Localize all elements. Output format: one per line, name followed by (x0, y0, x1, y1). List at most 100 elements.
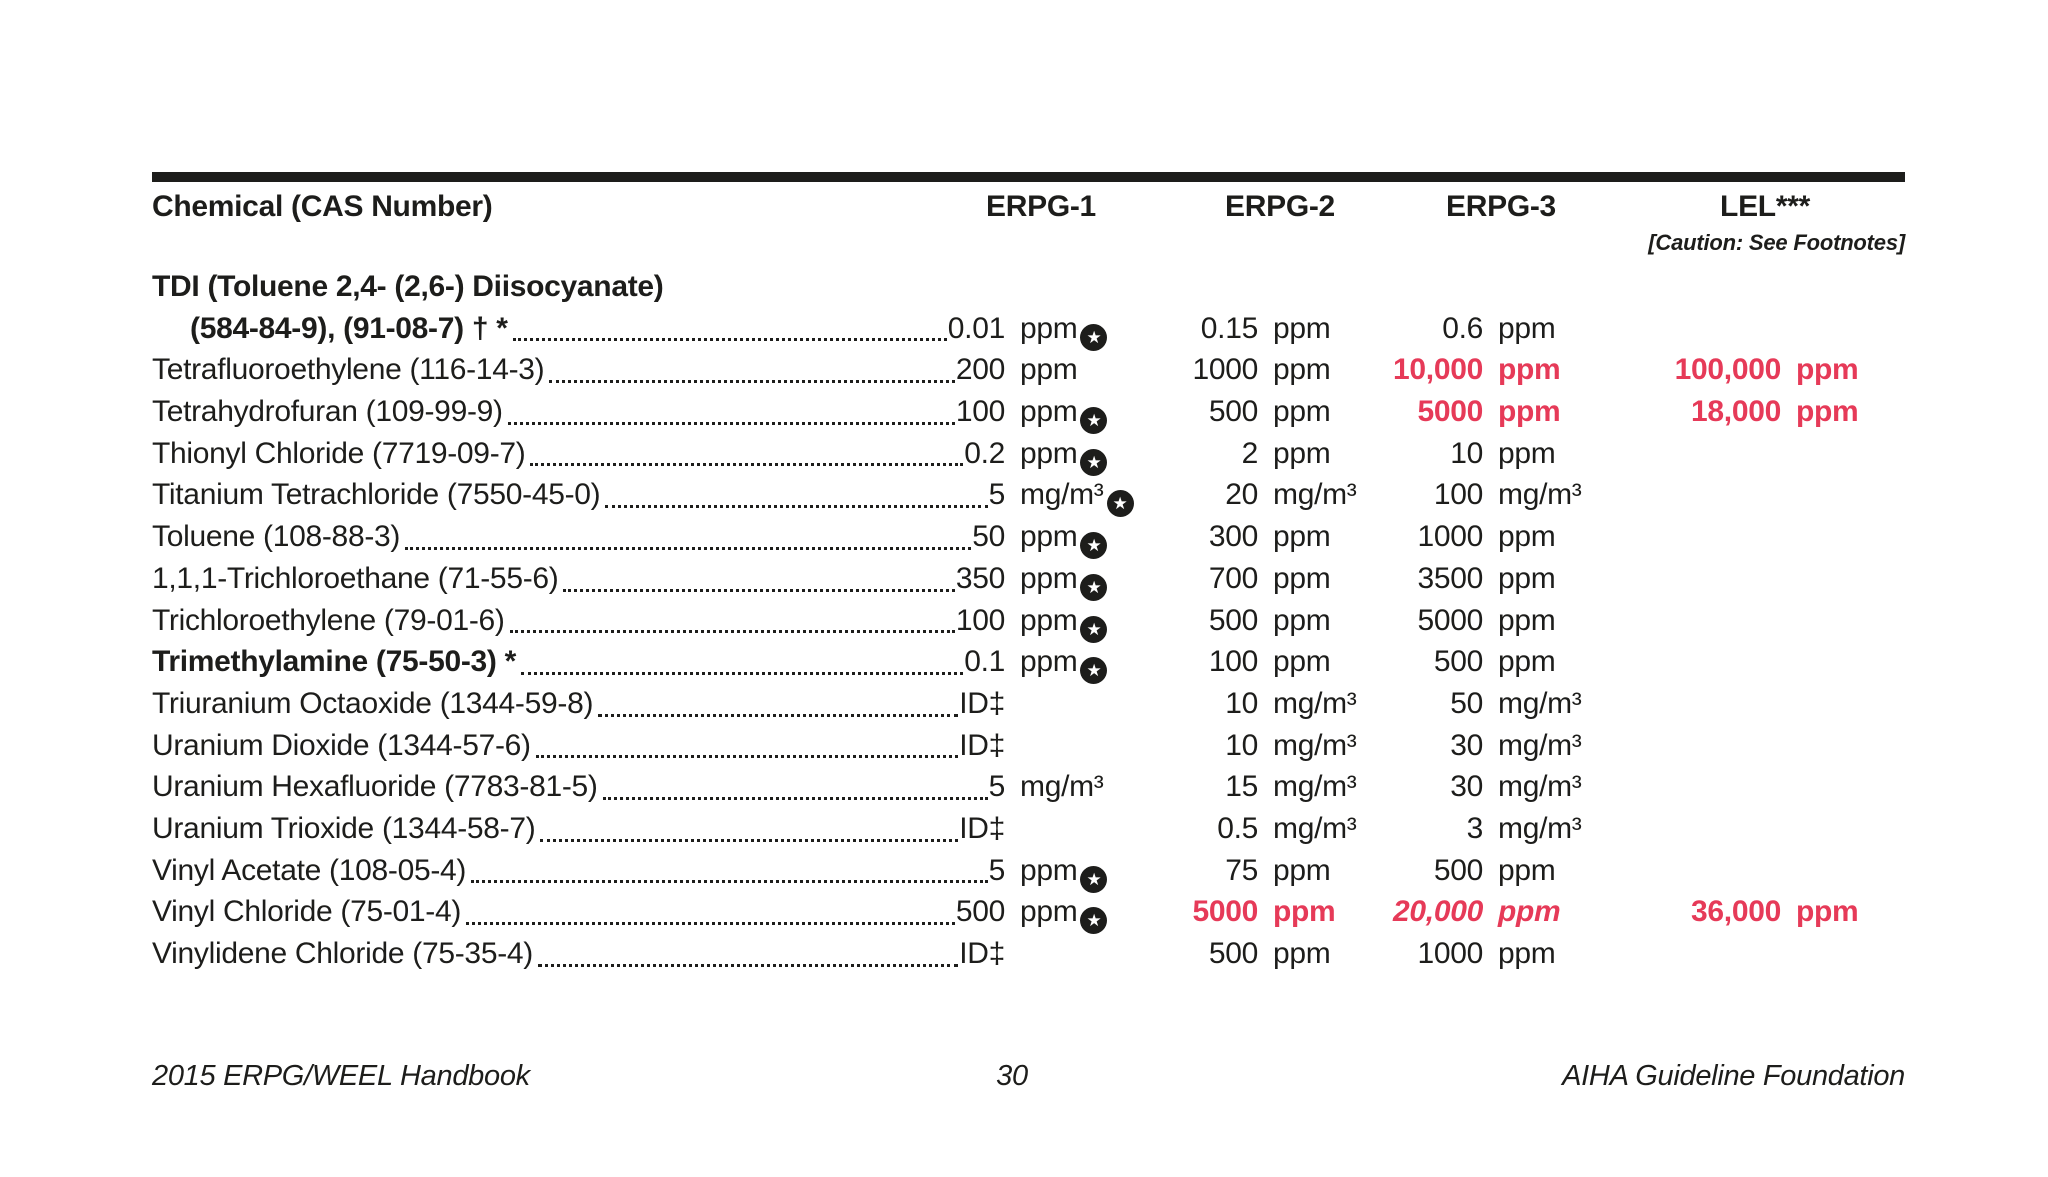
erpg2-value: 0.15 (1200, 311, 1259, 345)
table-header-row: Chemical (CAS Number) ERPG-1 ERPG-2 ERPG… (152, 190, 1905, 264)
circled-star-icon: ★ (1080, 657, 1108, 685)
erpg3-unit: ppm (1498, 311, 1556, 345)
dot-leader (507, 421, 955, 425)
lel-value: 100,000 (1674, 353, 1782, 387)
erpg2-unit: mg/m³ (1273, 686, 1357, 720)
erpg1-unit: ppm ★ (1005, 850, 1155, 893)
erpg1-value: 0.01 (947, 311, 1005, 345)
erpg3-unit: ppm (1498, 561, 1556, 595)
table-row: TDI (Toluene 2,4- (2,6-) Diisocyanate) (152, 266, 1905, 308)
dot-leader (598, 713, 959, 717)
erpg3-value: 100 (1433, 478, 1483, 512)
erpg1-unit: ppm ★ (1005, 433, 1155, 476)
lel-value: 36,000 (1691, 895, 1781, 929)
erpg3-unit: mg/m³ (1498, 728, 1582, 762)
erpg1-unit: ppm (1020, 353, 1078, 387)
chemical-cell: Titanium Tetrachloride (7550-45-0) 5 (152, 474, 1005, 516)
chemical-name: Tetrahydrofuran (109-99-9) (152, 395, 503, 429)
erpg1-unit: ppm ★ (1005, 516, 1155, 560)
dot-leader (549, 380, 955, 384)
erpg2-value: 10 (1225, 728, 1258, 762)
erpg2-value: 0.5 (1217, 811, 1258, 845)
chemical-cell: Vinyl Acetate (108-05-4) 5 (152, 850, 1005, 892)
chemical-cell: Vinyl Chloride (75-01-4) 500 (152, 891, 1005, 933)
chemical-name: Thionyl Chloride (7719-09-7) (152, 436, 526, 470)
table-row: Thionyl Chloride (7719-09-7) 0.2 ppm ★ 2 … (152, 433, 1905, 476)
dot-leader (512, 338, 947, 342)
erpg2-unit: ppm (1273, 311, 1331, 345)
erpg2-value: 700 (1208, 561, 1258, 595)
erpg2-value: 500 (1208, 937, 1258, 970)
erpg2-unit: ppm (1273, 436, 1331, 470)
dot-leader (466, 922, 955, 926)
column-header-erpg2: ERPG-2 (1225, 190, 1335, 223)
chemical-name: TDI (Toluene 2,4- (2,6-) Diisocyanate) (152, 270, 664, 303)
circled-star-icon: ★ (1080, 907, 1108, 935)
erpg1-value: 0.2 (964, 436, 1005, 470)
circled-star-icon: ★ (1106, 490, 1134, 518)
chemical-name: Uranium Hexafluoride (7783-81-5) (152, 770, 598, 804)
table-body: TDI (Toluene 2,4- (2,6-) Diisocyanate) (… (152, 266, 1905, 975)
erpg3-value: 1000 (1417, 520, 1483, 554)
table-row: Vinyl Acetate (108-05-4) 5 ppm ★ 75 ppm 5… (152, 850, 1905, 893)
chemical-cell: Uranium Hexafluoride (7783-81-5) 5 (152, 766, 1005, 808)
chemical-cell: (584-84-9), (91-08-7) † * 0.01 (152, 308, 1005, 350)
circled-star-icon: ★ (1080, 323, 1108, 351)
chemical-cell: Thionyl Chloride (7719-09-7) 0.2 (152, 433, 1005, 475)
chemical-name: Uranium Dioxide (1344-57-6) (152, 728, 531, 762)
chemical-cell: Trimethylamine (75-50-3) * 0.1 (152, 641, 1005, 683)
chemical-cell: Uranium Dioxide (1344-57-6) ID‡ (152, 725, 1005, 767)
chemical-name: Trimethylamine (75-50-3) * (152, 645, 517, 679)
dot-leader (521, 671, 964, 675)
erpg2-value: 100 (1208, 645, 1258, 679)
table-row: Tetrafluoroethylene (116-14-3) 200 ppm 1… (152, 349, 1905, 391)
erpg1-value: 5 (988, 478, 1005, 512)
erpg3-unit: ppm (1498, 436, 1556, 470)
circled-star-icon: ★ (1080, 573, 1108, 601)
erpg3-unit: mg/m³ (1498, 478, 1582, 512)
erpg3-unit: ppm (1498, 520, 1556, 554)
erpg3-value: 30 (1450, 728, 1483, 762)
lel-unit: ppm (1796, 353, 1859, 387)
erpg2-unit: mg/m³ (1273, 478, 1357, 512)
erpg3-value: 0.6 (1442, 311, 1483, 345)
dot-leader (602, 796, 988, 800)
erpg3-value: 10 (1450, 436, 1483, 470)
erpg2-unit: ppm (1273, 895, 1336, 929)
chemical-cell: Uranium Trioxide (1344-58-7) ID‡ (152, 808, 1005, 850)
erpg2-unit: ppm (1273, 937, 1331, 970)
erpg1-value: 5 (988, 853, 1005, 887)
erpg2-value: 75 (1225, 853, 1258, 887)
table-row: Uranium Dioxide (1344-57-6) ID‡ 10 mg/m³… (152, 725, 1905, 767)
chemical-cell: Triuranium Octaoxide (1344-59-8) ID‡ (152, 683, 1005, 725)
erpg2-unit: ppm (1273, 645, 1331, 679)
table-row: Titanium Tetrachloride (7550-45-0) 5 mg/… (152, 474, 1905, 518)
erpg3-unit: ppm (1498, 645, 1556, 679)
table-row: Toluene (108-88-3) 50 ppm ★ 300 ppm 1000 … (152, 516, 1905, 560)
lel-unit: ppm (1796, 395, 1859, 429)
erpg1-value: 100 (955, 395, 1005, 429)
erpg3-value: 30 (1450, 770, 1483, 804)
column-header-erpg3: ERPG-3 (1446, 190, 1556, 223)
erpg3-unit: ppm (1498, 353, 1561, 387)
chemical-name: Trichloroethylene (79-01-6) (152, 603, 505, 637)
dot-leader (530, 463, 964, 467)
erpg1-value: ID‡ (959, 811, 1005, 845)
erpg3-value: 1000 (1417, 937, 1483, 970)
erpg3-unit: ppm (1498, 395, 1561, 429)
table-row: Tetrahydrofuran (109-99-9) 100 ppm ★ 500 … (152, 391, 1905, 435)
erpg3-value: 5000 (1417, 395, 1483, 429)
erpg2-value: 5000 (1192, 895, 1258, 929)
footer-book-title: 2015 ERPG/WEEL Handbook (152, 1060, 530, 1092)
erpg2-value: 10 (1225, 686, 1258, 720)
erpg3-unit: ppm (1498, 853, 1556, 887)
chemical-name: Uranium Trioxide (1344-58-7) (152, 811, 536, 845)
erpg2-unit: ppm (1273, 395, 1331, 429)
erpg3-unit: ppm (1498, 895, 1561, 929)
dot-leader (605, 505, 988, 509)
table-row: (584-84-9), (91-08-7) † * 0.01 ppm ★ 0.15… (152, 308, 1905, 351)
erpg3-value: 500 (1433, 645, 1483, 679)
erpg1-unit: ppm ★ (1005, 891, 1155, 935)
erpg2-value: 15 (1225, 770, 1258, 804)
